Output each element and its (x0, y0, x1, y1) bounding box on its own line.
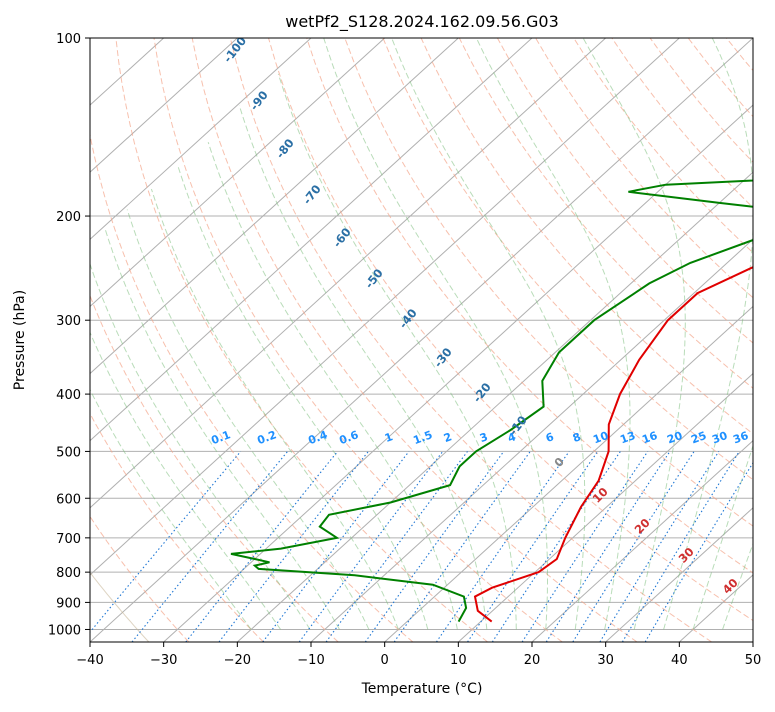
isotherm-line (0, 38, 458, 642)
x-tick-label: −10 (297, 653, 324, 668)
mixing-ratio-line (573, 451, 694, 642)
moist-adiabat-line (583, 38, 685, 630)
mixing-ratio-line (622, 451, 739, 642)
dry-adiabat-label: -20 (470, 380, 494, 405)
moist-adiabat-label: 0 (551, 454, 567, 470)
mixing-ratio-label: 0.4 (306, 428, 329, 447)
x-tick-label: −30 (150, 653, 177, 668)
mixing-ratio-label: 13 (618, 429, 637, 446)
y-axis-label: Pressure (hPa) (12, 290, 28, 390)
mixing-ratio-label: 3 (478, 430, 490, 445)
dry-adiabat-line (230, 38, 711, 642)
dry-adiabat-label: -70 (300, 182, 324, 207)
moist-adiabat-line (239, 105, 486, 629)
mixing-ratio-label: 0.2 (255, 428, 278, 447)
dry-adiabat-line (688, 38, 775, 642)
moist-adiabat-line (178, 167, 428, 630)
mixing-ratio-label: 0.1 (209, 428, 232, 447)
mixing-ratio-label: 16 (640, 429, 659, 447)
isotherm-line (0, 38, 532, 642)
mixing-ratio-label: 2 (442, 430, 454, 445)
y-tick-label: 1000 (48, 623, 81, 638)
mixing-ratio-line (492, 451, 620, 642)
y-tick-label: 500 (56, 445, 81, 460)
y-tick-label: 900 (56, 596, 81, 611)
y-tick-label: 400 (56, 388, 81, 403)
dry-adiabat-line (574, 38, 775, 642)
moist-adiabat-line (476, 38, 630, 630)
dry-adiabat-line (650, 38, 775, 642)
dry-adiabat-line (1, 38, 263, 642)
dry-adiabat-line (497, 38, 775, 642)
moist-adiabat-line (151, 189, 398, 630)
x-tick-label: 10 (450, 653, 467, 668)
isotherm-line (0, 38, 311, 642)
y-tick-label: 700 (56, 532, 81, 547)
mixing-ratio-label: 1.5 (411, 428, 434, 447)
y-tick-label: 800 (56, 566, 81, 581)
y-tick-label: 100 (56, 32, 81, 47)
mixing-ratio-line (82, 451, 241, 642)
moist-adiabat-line (664, 38, 754, 630)
mixing-ratio-line (468, 451, 598, 642)
mixing-ratio-line (186, 451, 338, 642)
dry-adiabat-line (765, 38, 775, 642)
moist-adiabat-label: 30 (676, 545, 697, 566)
mixing-ratio-label: 25 (689, 429, 708, 446)
mixing-ratio-line (365, 451, 503, 642)
y-tick-label: 200 (56, 210, 81, 225)
dry-adiabat-label: -40 (396, 306, 420, 331)
x-tick-label: 0 (381, 653, 389, 668)
isotherm-line (16, 38, 679, 642)
moist-adiabat-line (392, 38, 585, 630)
mixing-ratio-label: 20 (665, 429, 684, 447)
moist-adiabat-line (723, 38, 775, 630)
isotherm-line (753, 38, 775, 642)
isotherm-line (0, 38, 606, 642)
mixing-ratio-label: 30 (710, 429, 729, 447)
x-tick-label: 40 (671, 653, 688, 668)
mixing-ratio-label: 6 (544, 430, 556, 445)
mixing-ratio-line (546, 451, 670, 642)
moist-adiabat-line (324, 38, 548, 630)
dry-adiabat-line (0, 38, 189, 642)
moist-adiabat-line (278, 74, 516, 630)
isotherm-line (0, 38, 385, 642)
mixing-ratio-label: 0.6 (337, 428, 360, 447)
y-tick-label: 300 (56, 314, 81, 329)
mixing-ratio-label: 36 (731, 429, 750, 447)
moist-adiabat-label: 20 (632, 516, 653, 537)
dry-adiabat-label: -90 (247, 88, 271, 113)
mixing-ratio-line (436, 451, 569, 642)
x-tick-label: 50 (745, 653, 762, 668)
mixing-ratio-line (645, 451, 760, 642)
x-tick-label: −20 (224, 653, 251, 668)
x-tick-label: 20 (524, 653, 541, 668)
y-tick-label: 600 (56, 492, 81, 507)
mixing-ratio-line (263, 451, 409, 642)
x-tick-label: 30 (597, 653, 614, 668)
moist-adiabat-line (693, 38, 775, 630)
mixing-ratio-line (600, 451, 719, 642)
x-tick-label: −40 (76, 653, 103, 668)
dry-adiabat-label: -80 (273, 136, 297, 161)
moist-adiabat-label: 40 (720, 576, 741, 597)
mixing-ratio-line (132, 451, 288, 642)
isotherm-line (0, 38, 237, 642)
moist-adiabat-line (105, 229, 340, 630)
x-axis-label: Temperature (°C) (361, 681, 483, 697)
mixing-ratio-line (326, 451, 467, 642)
chart-title: wetPf2_S128.2024.162.09.56.G03 (285, 12, 559, 32)
dry-adiabat-label: -100 (220, 34, 249, 65)
